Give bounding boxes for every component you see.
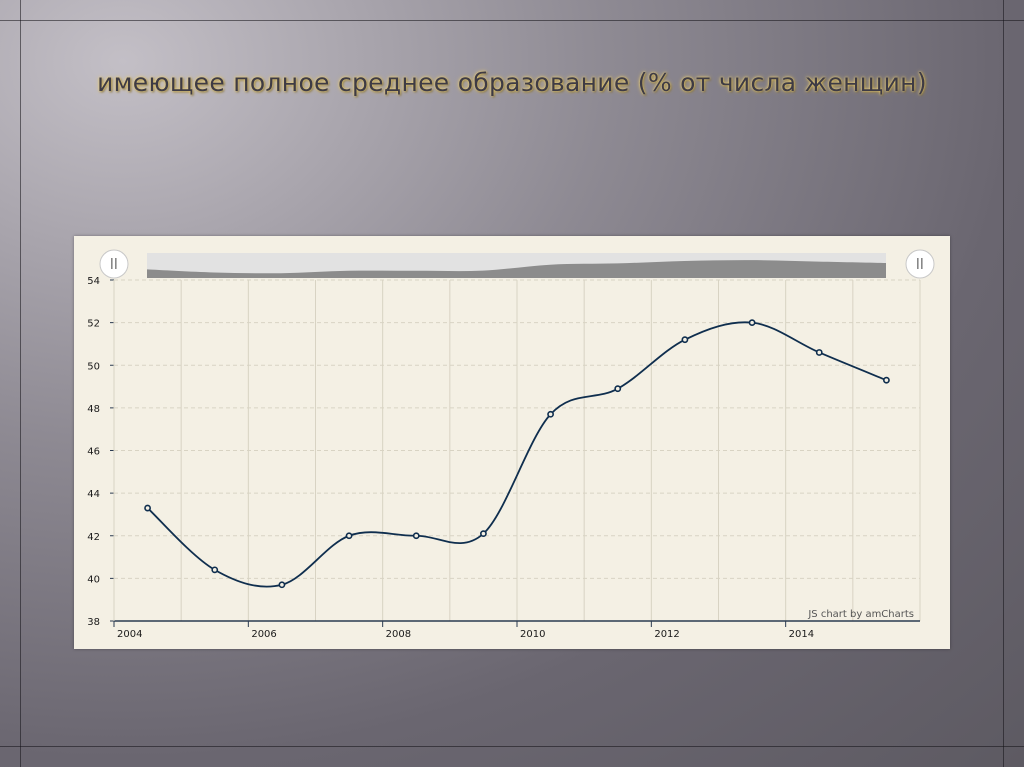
data-point[interactable] — [412, 532, 420, 540]
data-point[interactable] — [144, 504, 151, 512]
y-tick-label: 38 — [87, 617, 100, 628]
data-point[interactable] — [211, 566, 219, 574]
data-point[interactable] — [278, 581, 286, 589]
scrollbar-preview-area — [147, 260, 886, 278]
y-tick-label: 46 — [87, 447, 100, 458]
data-point[interactable] — [883, 376, 890, 384]
grid — [113, 279, 921, 622]
x-tick-label: 2012 — [654, 629, 679, 640]
data-point[interactable] — [547, 410, 554, 418]
chart-credit-link[interactable]: JS chart by amCharts — [807, 609, 914, 620]
y-tick-label: 42 — [87, 532, 100, 543]
y-tick-label: 50 — [87, 361, 100, 372]
y-tick-label: 44 — [87, 489, 100, 500]
x-tick-label: 2014 — [789, 629, 814, 640]
slide-title: имеющее полное среднее образование (% от… — [97, 68, 927, 97]
chart-scrollbar[interactable] — [147, 253, 886, 278]
x-axis-tick-labels: 2004 2006 2008 2010 2012 2014 — [117, 629, 814, 640]
data-point[interactable] — [345, 532, 353, 540]
frame-line-right — [1003, 0, 1004, 767]
x-tick-label: 2008 — [386, 629, 411, 640]
x-tick-label: 2010 — [520, 629, 545, 640]
y-tick-label: 40 — [87, 574, 100, 585]
scrollbar-handle-left[interactable] — [99, 249, 129, 279]
frame-line-top — [0, 20, 1024, 21]
y-tick-label: 48 — [87, 404, 100, 415]
chart-panel: 38 40 42 44 46 48 50 52 54 2004 2006 2008 2010 2012 2… — [74, 236, 950, 649]
data-point[interactable] — [480, 530, 487, 538]
data-point[interactable] — [681, 336, 689, 344]
y-axis-tick-labels: 38 40 42 44 46 48 50 52 54 — [87, 276, 100, 628]
y-tick-label: 54 — [87, 276, 100, 287]
x-tick-label: 2006 — [251, 629, 276, 640]
axes — [110, 279, 920, 627]
x-tick-label: 2004 — [117, 629, 142, 640]
data-point[interactable] — [815, 349, 823, 356]
data-points — [144, 319, 890, 589]
frame-line-bottom — [0, 746, 1024, 747]
y-tick-label: 52 — [87, 319, 100, 330]
scrollbar-handle-right[interactable] — [905, 249, 935, 279]
data-point[interactable] — [614, 385, 622, 393]
data-point[interactable] — [748, 319, 756, 327]
frame-line-left — [20, 0, 21, 767]
